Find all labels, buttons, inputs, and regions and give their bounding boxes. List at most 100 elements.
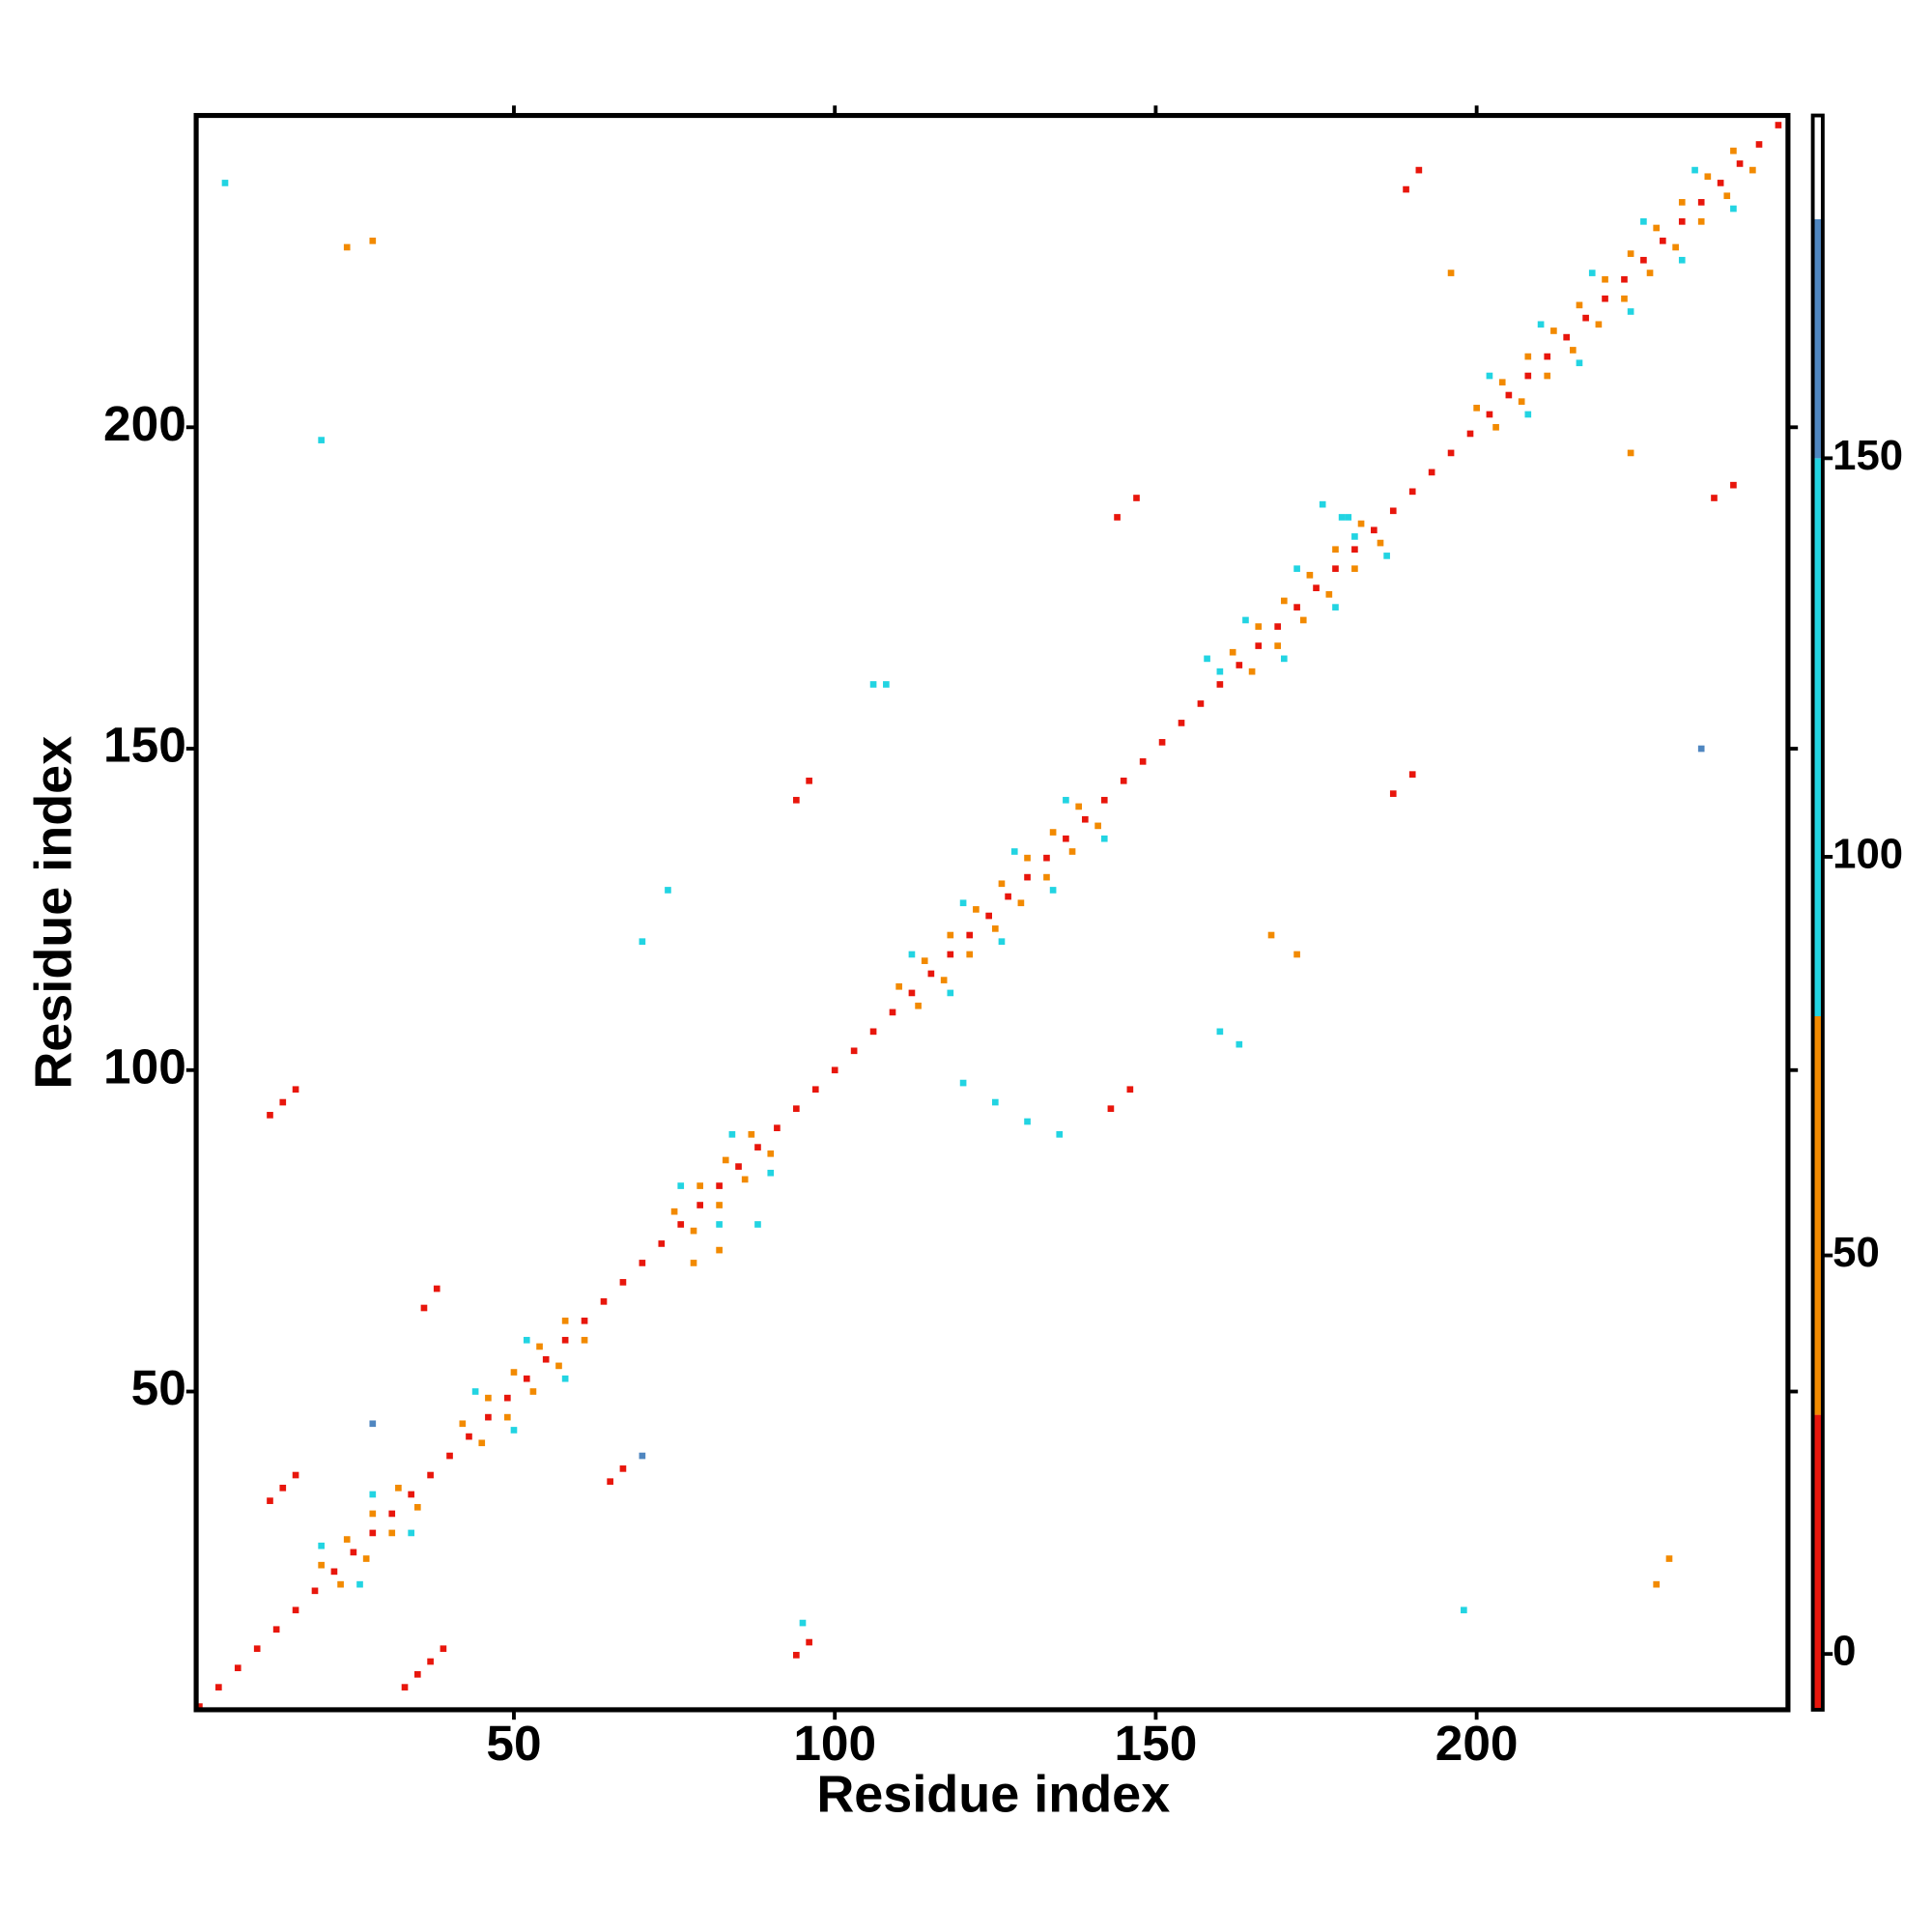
- cell: [1319, 500, 1326, 508]
- cell: [234, 1664, 242, 1671]
- cell: [221, 180, 229, 186]
- cell: [921, 957, 928, 964]
- cell: [639, 1452, 646, 1460]
- cell: [504, 1394, 511, 1402]
- cell: [1010, 848, 1018, 855]
- cell: [1697, 745, 1705, 753]
- cell: [991, 1098, 999, 1106]
- cell: [677, 1182, 685, 1189]
- cell: [1351, 546, 1358, 554]
- cell: [1415, 166, 1423, 174]
- cell: [1730, 205, 1737, 213]
- cell: [1017, 899, 1025, 907]
- cell: [1646, 270, 1654, 276]
- cell: [670, 1208, 678, 1215]
- cell: [1653, 1580, 1661, 1588]
- cell: [292, 1086, 299, 1094]
- cell: [1408, 488, 1416, 496]
- cell: [767, 1169, 775, 1177]
- cell: [959, 1079, 967, 1087]
- cell: [1313, 584, 1320, 591]
- cell: [369, 237, 377, 244]
- cell: [696, 1182, 703, 1189]
- cell: [1306, 572, 1314, 579]
- cell: [581, 1317, 588, 1324]
- cell: [510, 1369, 518, 1376]
- cell: [1114, 514, 1121, 521]
- cell: [1107, 1105, 1115, 1113]
- cell: [1389, 507, 1397, 515]
- cell: [1505, 391, 1513, 399]
- cell: [555, 1362, 562, 1370]
- cell: [1678, 199, 1686, 206]
- cell: [343, 1536, 351, 1543]
- cell: [413, 1503, 421, 1511]
- cell: [279, 1485, 287, 1492]
- cell: [696, 1202, 703, 1208]
- cell: [1621, 275, 1628, 283]
- cell: [998, 938, 1006, 946]
- cell: [1640, 218, 1647, 225]
- cell: [927, 970, 935, 978]
- cell: [883, 681, 890, 688]
- cell: [735, 1163, 742, 1170]
- cell: [1332, 546, 1339, 554]
- y-axis-label: Residue index: [24, 736, 82, 1090]
- cell: [1550, 327, 1557, 334]
- cell: [639, 938, 646, 946]
- colorbar-band: [1812, 458, 1823, 1017]
- cell: [1403, 185, 1409, 193]
- cell: [1248, 668, 1256, 675]
- cell: [408, 1491, 414, 1498]
- cell: [1653, 224, 1661, 232]
- cell: [356, 1580, 363, 1588]
- cell: [1299, 616, 1307, 624]
- cell: [1280, 655, 1288, 663]
- cell: [889, 1009, 896, 1016]
- cell: [850, 1047, 858, 1055]
- cell: [1158, 739, 1166, 746]
- cell: [1602, 295, 1608, 302]
- cell: [966, 951, 974, 958]
- cell: [1665, 1555, 1673, 1562]
- cell: [1723, 192, 1731, 200]
- cell: [1255, 642, 1263, 649]
- cell: [1293, 604, 1300, 611]
- cell: [1486, 372, 1493, 380]
- cell: [510, 1427, 518, 1434]
- cell: [658, 1240, 666, 1247]
- colorbar-band: [1812, 1016, 1823, 1415]
- cell: [1133, 495, 1140, 501]
- cell: [1595, 321, 1603, 328]
- cell: [600, 1298, 608, 1305]
- cell: [1216, 668, 1224, 675]
- cell: [619, 1279, 627, 1286]
- cell: [690, 1227, 697, 1235]
- y-tick-label: 200: [103, 395, 186, 451]
- cell: [793, 1652, 800, 1659]
- cell: [1267, 931, 1275, 939]
- cell: [811, 1086, 819, 1094]
- y-tick-label: 50: [131, 1359, 186, 1415]
- cell: [542, 1355, 550, 1363]
- cell: [1043, 873, 1050, 881]
- cell: [1293, 951, 1300, 958]
- cell: [619, 1465, 627, 1472]
- cell: [318, 437, 325, 443]
- cell: [272, 1626, 280, 1634]
- cell: [985, 912, 992, 920]
- cell: [1627, 449, 1634, 457]
- cell: [767, 1150, 775, 1157]
- cell: [607, 1478, 613, 1486]
- cell: [1383, 553, 1390, 559]
- cell: [1280, 597, 1288, 605]
- colorbar-band: [1812, 1414, 1823, 1710]
- cell: [1024, 1118, 1031, 1125]
- cell: [966, 931, 974, 939]
- cell: [1544, 353, 1551, 360]
- cell: [369, 1510, 377, 1518]
- y-tick-label: 100: [103, 1037, 186, 1094]
- cell: [1602, 275, 1608, 283]
- cell: [973, 906, 980, 913]
- cell: [311, 1587, 319, 1595]
